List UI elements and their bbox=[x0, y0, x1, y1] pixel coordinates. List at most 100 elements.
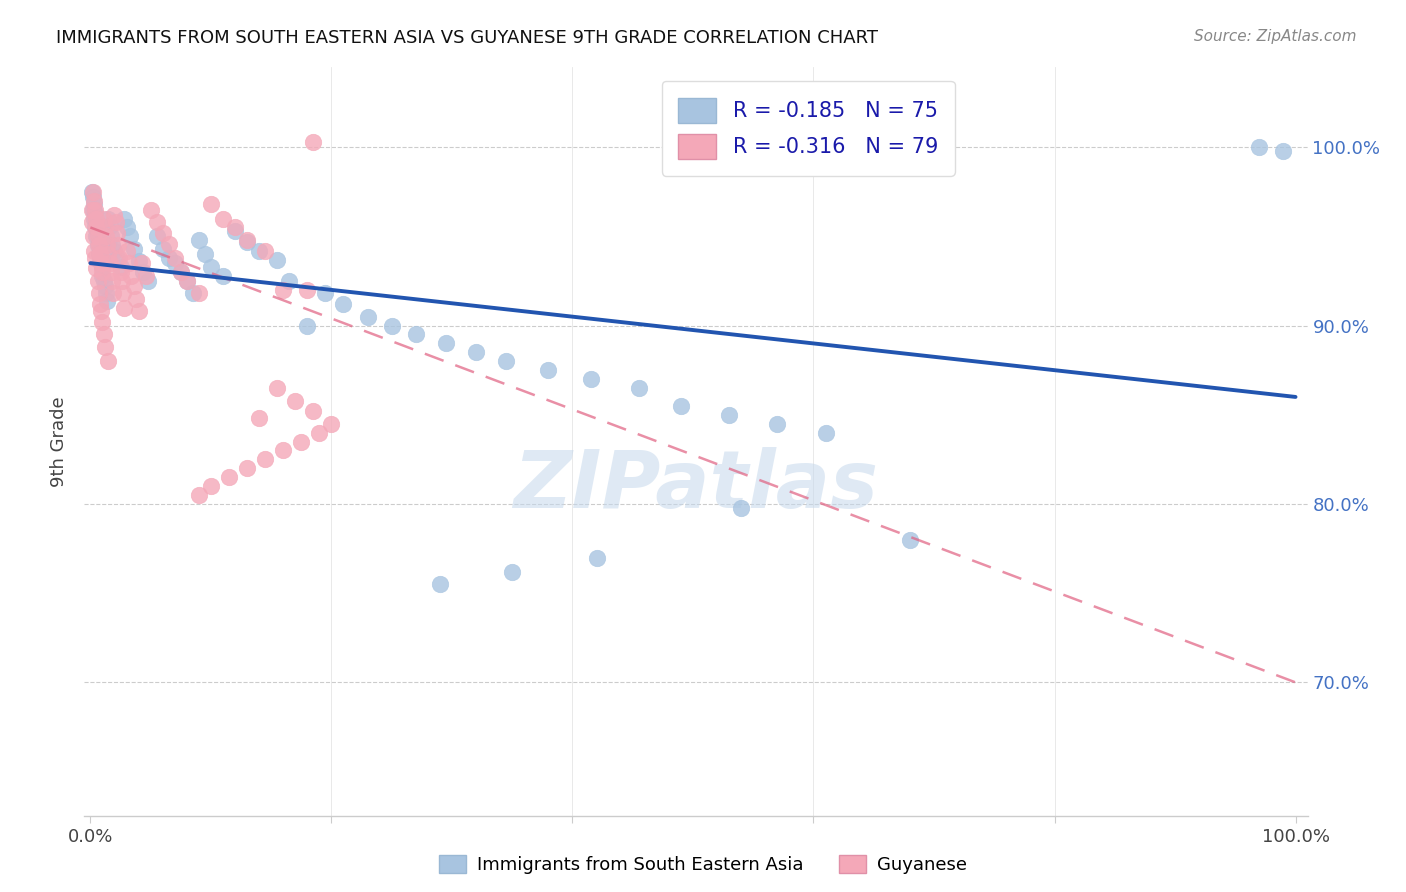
Point bbox=[112, 301, 135, 315]
Point bbox=[118, 256, 141, 270]
Point bbox=[94, 279, 117, 293]
Point bbox=[82, 185, 104, 199]
Point bbox=[218, 470, 240, 484]
Point bbox=[111, 286, 134, 301]
Point bbox=[501, 565, 523, 579]
Point bbox=[212, 211, 235, 226]
Point bbox=[271, 283, 294, 297]
Point bbox=[152, 226, 174, 240]
Point bbox=[115, 220, 138, 235]
Point bbox=[91, 265, 114, 279]
Point bbox=[120, 268, 142, 283]
Point bbox=[669, 399, 692, 413]
Text: ZIPatlas: ZIPatlas bbox=[513, 448, 879, 525]
Point bbox=[131, 256, 153, 270]
Point bbox=[200, 260, 222, 274]
Point bbox=[89, 247, 111, 261]
Point bbox=[110, 260, 132, 274]
Point bbox=[194, 247, 217, 261]
Point bbox=[100, 229, 122, 244]
Point bbox=[105, 226, 128, 240]
Point bbox=[170, 265, 193, 279]
Point bbox=[97, 247, 120, 261]
Point bbox=[200, 479, 222, 493]
Point bbox=[187, 233, 209, 247]
Point bbox=[83, 197, 105, 211]
Point bbox=[86, 220, 108, 235]
Point bbox=[381, 318, 404, 333]
Point bbox=[236, 233, 259, 247]
Point bbox=[107, 238, 129, 252]
Point bbox=[90, 256, 112, 270]
Point bbox=[96, 293, 118, 308]
Point bbox=[135, 268, 157, 283]
Point bbox=[98, 219, 121, 233]
Point bbox=[84, 220, 107, 235]
Point bbox=[122, 279, 145, 293]
Point bbox=[101, 238, 124, 252]
Point bbox=[86, 229, 108, 244]
Point bbox=[97, 211, 120, 226]
Point bbox=[89, 242, 111, 256]
Point bbox=[766, 417, 789, 431]
Point bbox=[108, 251, 131, 265]
Point bbox=[465, 345, 488, 359]
Point bbox=[120, 229, 142, 244]
Point bbox=[110, 265, 132, 279]
Point bbox=[814, 425, 837, 440]
Point bbox=[100, 265, 122, 279]
Point bbox=[332, 297, 354, 311]
Point bbox=[163, 256, 186, 270]
Point bbox=[247, 411, 270, 425]
Point bbox=[82, 190, 104, 204]
Point bbox=[86, 226, 108, 240]
Point bbox=[308, 425, 330, 440]
Point bbox=[91, 315, 114, 329]
Point bbox=[94, 340, 117, 354]
Point bbox=[405, 327, 427, 342]
Point bbox=[302, 404, 325, 418]
Point bbox=[80, 185, 103, 199]
Point bbox=[80, 215, 103, 229]
Point bbox=[297, 283, 319, 297]
Point bbox=[585, 550, 607, 565]
Point bbox=[94, 286, 117, 301]
Point bbox=[356, 310, 378, 324]
Point bbox=[152, 242, 174, 256]
Point bbox=[266, 252, 288, 267]
Point bbox=[170, 265, 193, 279]
Point bbox=[128, 254, 150, 268]
Point bbox=[627, 381, 650, 395]
Point bbox=[87, 247, 110, 261]
Point bbox=[290, 434, 312, 449]
Point bbox=[254, 452, 277, 467]
Point bbox=[101, 274, 124, 288]
Legend: Immigrants from South Eastern Asia, Guyanese: Immigrants from South Eastern Asia, Guya… bbox=[430, 846, 976, 883]
Point bbox=[115, 244, 138, 258]
Point bbox=[247, 244, 270, 258]
Point bbox=[90, 304, 112, 318]
Point bbox=[89, 297, 111, 311]
Point bbox=[83, 244, 105, 258]
Point bbox=[82, 229, 104, 244]
Point bbox=[111, 274, 134, 288]
Point bbox=[314, 286, 336, 301]
Point bbox=[200, 197, 222, 211]
Point bbox=[718, 408, 741, 422]
Point bbox=[321, 417, 343, 431]
Point bbox=[266, 381, 288, 395]
Point bbox=[187, 286, 209, 301]
Point bbox=[136, 274, 159, 288]
Point bbox=[96, 238, 118, 252]
Point bbox=[104, 215, 127, 229]
Point bbox=[297, 318, 319, 333]
Point bbox=[434, 336, 457, 351]
Point bbox=[98, 256, 121, 270]
Point bbox=[80, 202, 103, 217]
Text: IMMIGRANTS FROM SOUTH EASTERN ASIA VS GUYANESE 9TH GRADE CORRELATION CHART: IMMIGRANTS FROM SOUTH EASTERN ASIA VS GU… bbox=[56, 29, 879, 47]
Point bbox=[278, 274, 301, 288]
Point bbox=[176, 274, 198, 288]
Point bbox=[82, 202, 104, 217]
Point bbox=[187, 488, 209, 502]
Point bbox=[537, 363, 560, 377]
